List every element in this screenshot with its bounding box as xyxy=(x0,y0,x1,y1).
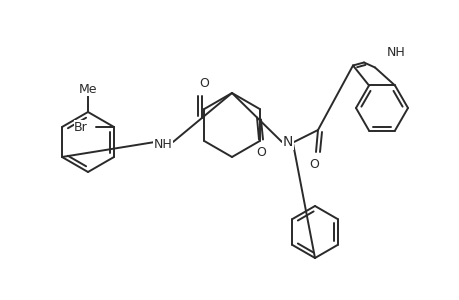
Text: NH: NH xyxy=(153,137,172,151)
Text: Br: Br xyxy=(74,121,88,134)
Text: NH: NH xyxy=(386,46,405,59)
Text: O: O xyxy=(199,76,209,89)
Text: Me: Me xyxy=(78,82,97,95)
Text: O: O xyxy=(256,146,265,158)
Text: O: O xyxy=(308,158,318,171)
Text: N: N xyxy=(282,135,292,149)
